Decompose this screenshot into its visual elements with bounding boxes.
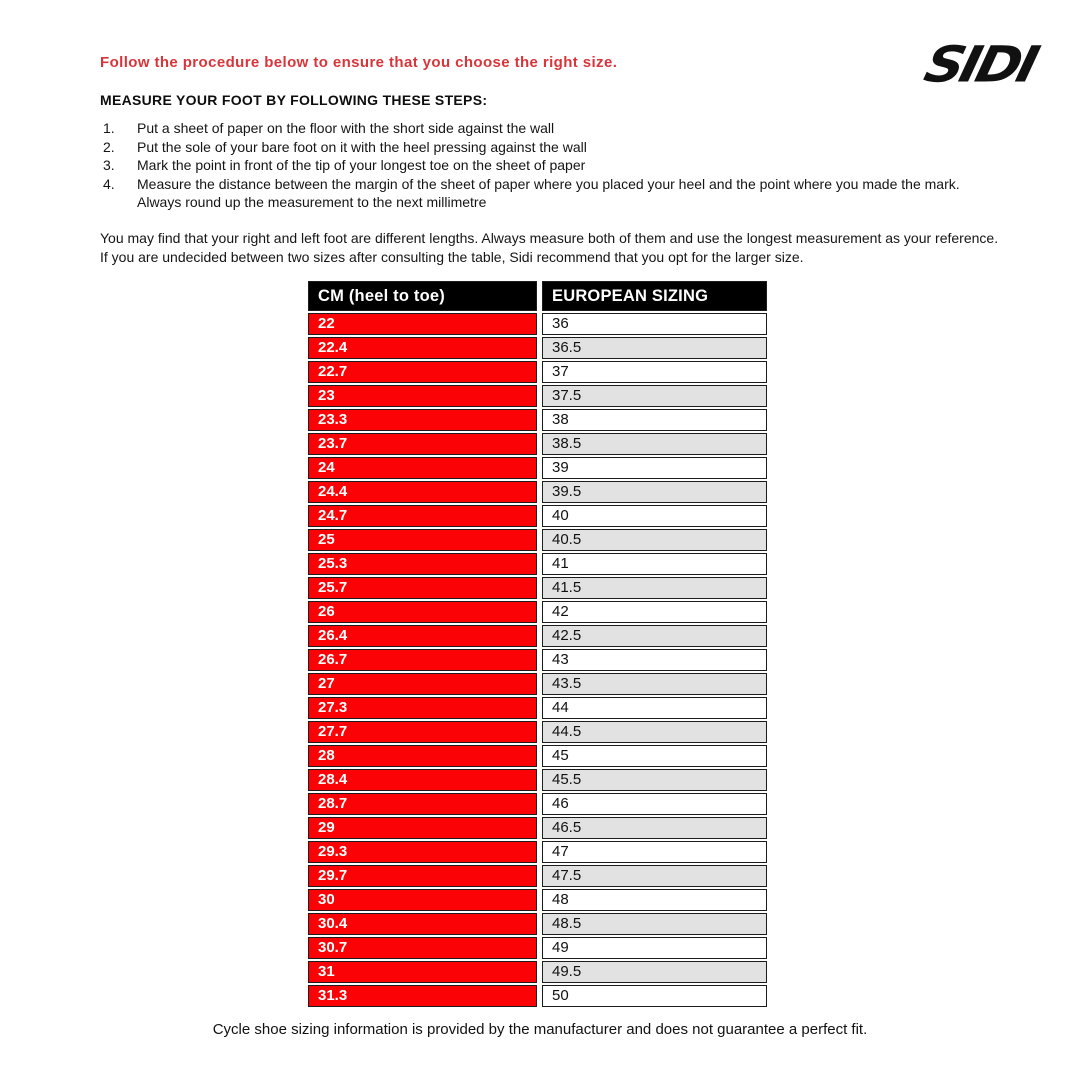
table-cell-cm: 25.3 bbox=[308, 552, 537, 575]
step-text: Mark the point in front of the tip of yo… bbox=[137, 157, 586, 174]
table-cell-eu: 49 bbox=[542, 936, 767, 959]
table-cell-cm: 27.7 bbox=[308, 720, 537, 743]
table-cell-cm: 30.4 bbox=[308, 912, 537, 935]
table-cell-cm: 23 bbox=[308, 384, 537, 407]
step-text: Put a sheet of paper on the floor with t… bbox=[137, 120, 555, 136]
table-cell-cm: 25.7 bbox=[308, 576, 537, 599]
note-measure-both: You may find that your right and left fo… bbox=[100, 229, 999, 246]
sidi-logo-text: SIDI bbox=[918, 35, 1042, 94]
footer-disclaimer: Cycle shoe sizing information is provide… bbox=[212, 1020, 868, 1038]
size-table-header-eu: EUROPEAN SIZING bbox=[542, 280, 767, 311]
table-cell-eu: 48 bbox=[542, 888, 767, 911]
table-cell-eu: 45 bbox=[542, 744, 767, 767]
table-cell-eu: 36.5 bbox=[542, 336, 767, 359]
table-cell-cm: 22.7 bbox=[308, 360, 537, 383]
table-cell-cm: 26 bbox=[308, 600, 537, 623]
table-cell-eu: 48.5 bbox=[542, 912, 767, 935]
table-cell-cm: 26.7 bbox=[308, 648, 537, 671]
step-item: 1. Put a sheet of paper on the floor wit… bbox=[100, 119, 1020, 138]
table-cell-cm: 23.3 bbox=[308, 408, 537, 431]
step-number: 2. bbox=[103, 138, 115, 155]
table-cell-eu: 42.5 bbox=[542, 624, 767, 647]
step-item: 3. Mark the point in front of the tip of… bbox=[100, 156, 1020, 175]
table-cell-cm: 28.4 bbox=[308, 768, 537, 791]
table-cell-eu: 47.5 bbox=[542, 864, 767, 887]
table-cell-cm: 24.4 bbox=[308, 480, 537, 503]
table-cell-cm: 29.7 bbox=[308, 864, 537, 887]
table-cell-eu: 44 bbox=[542, 696, 767, 719]
table-cell-cm: 29 bbox=[308, 816, 537, 839]
step-text: Put the sole of your bare foot on it wit… bbox=[137, 138, 587, 155]
table-cell-eu: 43.5 bbox=[542, 672, 767, 695]
table-cell-eu: 40 bbox=[542, 504, 767, 527]
table-cell-cm: 30 bbox=[308, 888, 537, 911]
table-cell-eu: 37.5 bbox=[542, 384, 767, 407]
table-cell-cm: 22.4 bbox=[308, 336, 537, 359]
table-cell-eu: 45.5 bbox=[542, 768, 767, 791]
size-table: CM (heel to toe) EUROPEAN SIZING 22 36 2… bbox=[308, 280, 767, 1007]
table-cell-eu: 50 bbox=[542, 984, 767, 1007]
table-cell-eu: 36 bbox=[542, 312, 767, 335]
table-cell-eu: 37 bbox=[542, 360, 767, 383]
table-cell-eu: 44.5 bbox=[542, 720, 767, 743]
size-table-header-cm: CM (heel to toe) bbox=[308, 280, 537, 311]
table-cell-eu: 41.5 bbox=[542, 576, 767, 599]
step-number: 1. bbox=[103, 120, 115, 136]
step-number: 3. bbox=[103, 157, 115, 174]
step-item: 4. Measure the distance between the marg… bbox=[100, 175, 1020, 212]
table-cell-eu: 46 bbox=[542, 792, 767, 815]
table-cell-cm: 28.7 bbox=[308, 792, 537, 815]
table-cell-cm: 29.3 bbox=[308, 840, 537, 863]
table-cell-eu: 47 bbox=[542, 840, 767, 863]
table-cell-cm: 27 bbox=[308, 672, 537, 695]
table-cell-eu: 39.5 bbox=[542, 480, 767, 503]
table-cell-eu: 38 bbox=[542, 408, 767, 431]
step-text: Measure the distance between the margin … bbox=[137, 175, 960, 211]
table-cell-cm: 27.3 bbox=[308, 696, 537, 719]
table-cell-cm: 24 bbox=[308, 456, 537, 479]
table-cell-cm: 22 bbox=[308, 312, 537, 335]
table-cell-eu: 41 bbox=[542, 552, 767, 575]
table-cell-cm: 28 bbox=[308, 744, 537, 767]
table-cell-eu: 49.5 bbox=[542, 960, 767, 983]
table-cell-eu: 40.5 bbox=[542, 528, 767, 551]
table-cell-cm: 24.7 bbox=[308, 504, 537, 527]
table-cell-eu: 43 bbox=[542, 648, 767, 671]
steps-list: 1. Put a sheet of paper on the floor wit… bbox=[100, 119, 1020, 212]
table-cell-cm: 31.3 bbox=[308, 984, 537, 1007]
intro-heading: Follow the procedure below to ensure tha… bbox=[100, 54, 618, 71]
table-cell-eu: 38.5 bbox=[542, 432, 767, 455]
note-larger-size: If you are undecided between two sizes a… bbox=[100, 248, 804, 265]
sidi-logo: SIDI bbox=[919, 36, 1041, 94]
table-cell-eu: 39 bbox=[542, 456, 767, 479]
table-cell-cm: 31 bbox=[308, 960, 537, 983]
steps-heading: MEASURE YOUR FOOT BY FOLLOWING THESE STE… bbox=[100, 92, 488, 108]
table-cell-cm: 30.7 bbox=[308, 936, 537, 959]
table-cell-eu: 46.5 bbox=[542, 816, 767, 839]
table-cell-cm: 26.4 bbox=[308, 624, 537, 647]
step-number: 4. bbox=[103, 175, 115, 192]
table-cell-cm: 25 bbox=[308, 528, 537, 551]
table-cell-cm: 23.7 bbox=[308, 432, 537, 455]
table-cell-eu: 42 bbox=[542, 600, 767, 623]
step-item: 2. Put the sole of your bare foot on it … bbox=[100, 138, 1020, 157]
